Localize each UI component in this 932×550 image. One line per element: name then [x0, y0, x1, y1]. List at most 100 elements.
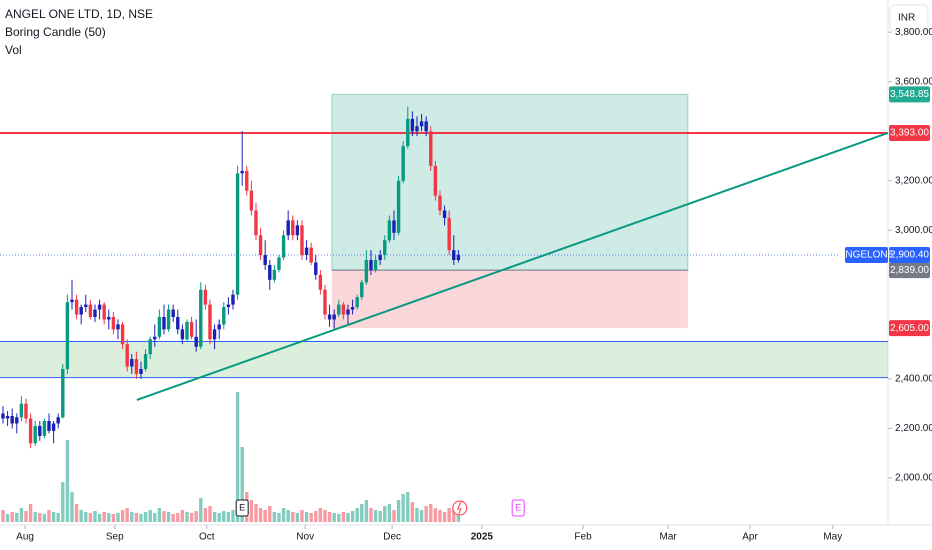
- volume-bar: [254, 504, 258, 522]
- volume-bar: [47, 510, 51, 522]
- indicator-label: Boring Candle (50): [5, 25, 106, 39]
- price-label: 2,900.40: [890, 250, 929, 261]
- candle-body: [263, 255, 267, 265]
- candle-body: [447, 217, 451, 251]
- candle-body: [180, 329, 185, 340]
- candle-body: [171, 309, 175, 317]
- candle-body: [74, 299, 79, 315]
- volume-bar: [424, 506, 428, 522]
- candle-body: [217, 324, 221, 330]
- candle-body: [346, 309, 350, 315]
- candle-body: [350, 307, 355, 310]
- volume-bar: [268, 506, 272, 522]
- candle-body: [139, 368, 143, 374]
- volume-bar: [447, 508, 451, 522]
- candle-body: [38, 425, 42, 436]
- volume-bar: [263, 510, 267, 522]
- candle-body: [364, 260, 369, 283]
- volume-bar: [38, 513, 42, 522]
- volume-bar: [51, 512, 56, 522]
- candle-body: [194, 336, 198, 347]
- currency-button[interactable]: [889, 4, 929, 32]
- volume-bar: [56, 513, 60, 522]
- volume-bar: [304, 512, 309, 522]
- volume-bar: [272, 512, 277, 522]
- volume-bar: [24, 511, 28, 522]
- price-label: 2,839.00: [890, 265, 929, 276]
- candle-body: [419, 121, 424, 127]
- candle-body: [318, 274, 323, 290]
- volume-bar: [373, 510, 378, 522]
- volume-bar: [355, 508, 359, 522]
- candle-body: [226, 304, 231, 308]
- candle-body: [452, 250, 456, 261]
- candle-body: [199, 289, 203, 347]
- candle-body: [208, 304, 212, 340]
- candle-body: [231, 294, 235, 305]
- volume-bar: [433, 508, 438, 522]
- candle-body: [120, 324, 125, 345]
- candle-body: [10, 416, 14, 424]
- candle-body: [51, 423, 56, 431]
- volume-bar: [111, 514, 116, 522]
- candle-body: [61, 368, 65, 418]
- volume-bar: [134, 513, 139, 522]
- volume-bar: [212, 512, 217, 522]
- price-label-bg: [889, 262, 930, 279]
- volume-bar: [406, 492, 410, 522]
- volume-bar: [166, 512, 171, 522]
- volume-bar: [65, 440, 70, 522]
- price-label-bg: [889, 86, 930, 103]
- volume-bar: [456, 514, 461, 522]
- candle-body: [185, 321, 189, 340]
- volume-bar: [93, 511, 97, 522]
- candle-body: [148, 339, 152, 355]
- profit-zone: [331, 93, 689, 271]
- volume-bar: [258, 508, 263, 522]
- volume-bar: [240, 447, 244, 522]
- volume-bar: [5, 514, 10, 522]
- candle-body: [332, 314, 336, 320]
- candle-body: [383, 240, 387, 256]
- chart-title: ANGEL ONE LTD, 1D, NSE: [5, 7, 153, 21]
- candle-body: [295, 225, 300, 236]
- candle-body: [392, 220, 396, 233]
- volume-bar: [295, 513, 300, 522]
- volume-bar: [79, 510, 83, 522]
- candle-body: [410, 118, 415, 132]
- volume-bar: [226, 512, 231, 522]
- volume-bar: [84, 512, 88, 522]
- volume-bar: [392, 510, 396, 522]
- candle-body: [438, 195, 442, 211]
- candle-body: [222, 307, 226, 325]
- candle-body: [189, 321, 194, 337]
- candle-body: [166, 309, 171, 330]
- volume-bar: [346, 513, 350, 522]
- volume-bar: [194, 511, 198, 522]
- candle-body: [88, 304, 93, 317]
- candle-body: [406, 118, 410, 147]
- volume-bar: [116, 513, 120, 522]
- volume-bar: [378, 511, 382, 522]
- dividend-icon: [456, 501, 462, 515]
- volume-bar: [208, 506, 212, 522]
- candle-body: [373, 260, 378, 270]
- candle-body: [116, 324, 120, 330]
- volume-bar: [185, 512, 189, 522]
- volume-bar: [222, 511, 226, 522]
- volume-bar: [438, 510, 442, 522]
- volume-bar: [33, 512, 37, 522]
- currency[interactable]: INR: [898, 13, 915, 24]
- event-label: E: [515, 502, 521, 512]
- volume-bar: [130, 512, 134, 522]
- candle-body: [176, 316, 180, 330]
- trendline: [136, 132, 889, 401]
- candle-body: [15, 417, 19, 424]
- volume-bar: [148, 510, 152, 522]
- volume-bar: [10, 512, 14, 522]
- candle-body: [401, 146, 405, 181]
- volume-bar: [323, 510, 327, 522]
- candle-body: [433, 165, 438, 196]
- volume-bar: [277, 513, 281, 522]
